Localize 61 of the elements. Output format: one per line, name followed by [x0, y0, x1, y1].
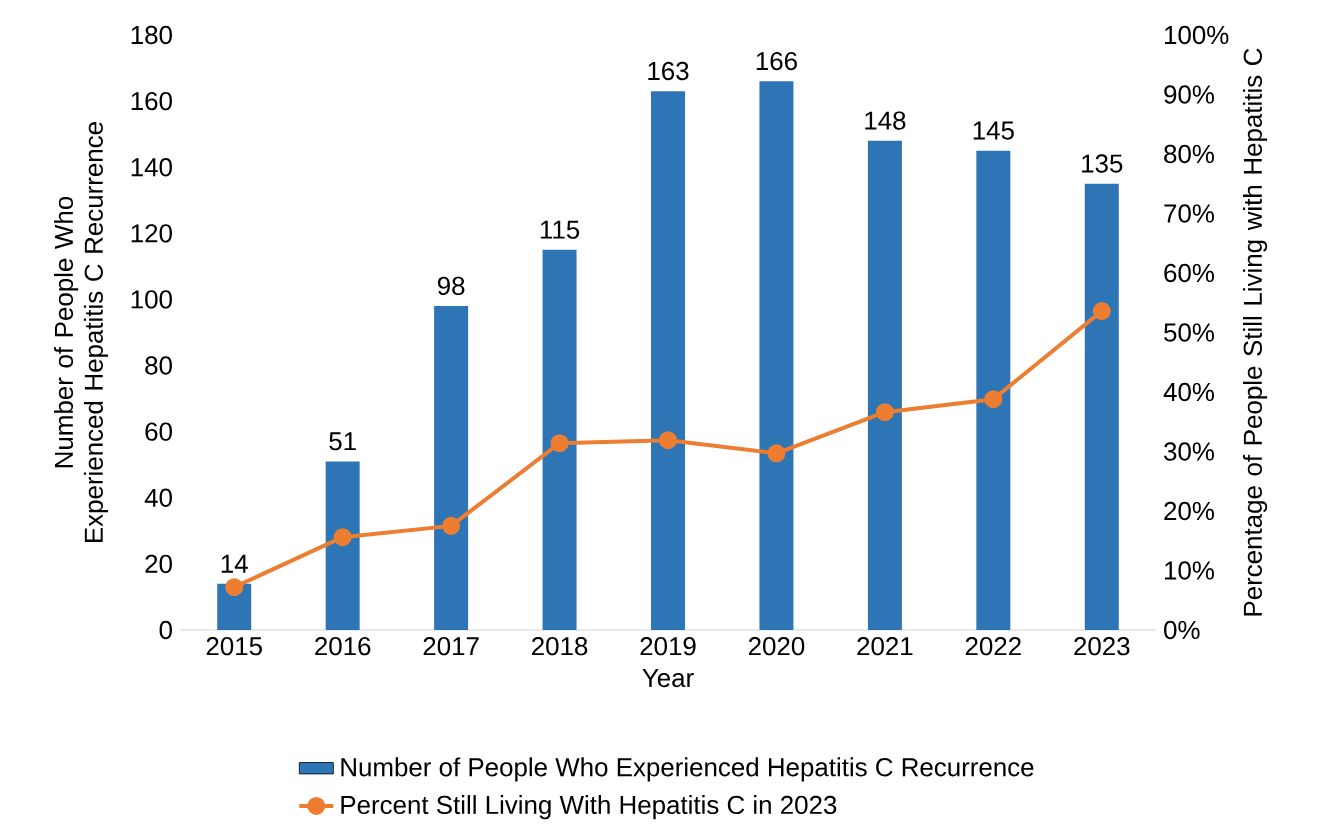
y-tick-label: 0 [159, 620, 172, 640]
x-axis-title: Year [642, 669, 694, 688]
y-tick-label: 20 [145, 554, 172, 574]
bar [976, 150, 1011, 630]
data-label: 166 [756, 51, 797, 71]
legend-label: Number of People Who Experienced Hepatitis C Recurrence [341, 757, 1034, 782]
y-tick-label: 100 [131, 290, 172, 309]
y2-tick-label: 90% [1164, 85, 1214, 104]
y-axis-title: Number of People Who Experienced Hepatitis C Recurrence [54, 122, 109, 543]
y-tick-label: 180 [131, 25, 172, 45]
y-tick-label: 40 [144, 488, 172, 507]
y2-tick-label: 60% [1164, 263, 1214, 283]
point [659, 431, 677, 450]
y-tick-label: 160 [131, 91, 172, 111]
point [1092, 302, 1111, 321]
point [767, 444, 786, 463]
y-tick-label: 120 [131, 224, 172, 243]
bar [325, 461, 360, 630]
y2-tick-label: 10% [1165, 561, 1214, 580]
y2-tick-label: 40% [1163, 382, 1214, 402]
y2-tick-label: 50% [1164, 323, 1214, 342]
x-tick-label: 2015 [206, 637, 262, 656]
bar [434, 306, 469, 630]
x-tick-label: 2020 [748, 637, 805, 656]
point [550, 434, 569, 453]
point [333, 528, 352, 547]
x-tick-label: 2016 [315, 637, 371, 656]
legend-label: Percent Still Living With Hepatitis C in 2023 [341, 795, 837, 820]
data-label: 115 [540, 220, 580, 239]
y2-tick-label: 100% [1165, 25, 1229, 45]
x-tick-label: 2023 [1074, 637, 1130, 656]
data-label: 163 [648, 61, 689, 81]
bar [1084, 183, 1119, 630]
y2-axis-title: Percentage of People Still Living with Hepatitis C [1242, 48, 1268, 616]
y2-tick-label: 20% [1164, 501, 1214, 521]
x-tick-label: 2022 [965, 637, 1021, 656]
x-tick-label: 2017 [423, 637, 479, 656]
bar [867, 140, 902, 630]
y-tick-label: 60 [145, 422, 172, 441]
y2-tick-label: 30% [1164, 442, 1214, 461]
bar [651, 91, 685, 630]
data-label: 14 [221, 554, 248, 573]
y2-tick-label: 80% [1164, 144, 1214, 164]
x-tick-label: 2021 [857, 637, 913, 656]
bar [759, 81, 794, 630]
data-label: 145 [973, 121, 1014, 140]
y-tick-label: 140 [131, 158, 172, 177]
data-label: 51 [329, 432, 356, 451]
point [984, 390, 1003, 409]
y-tick-label: 80 [145, 356, 172, 375]
bar [542, 249, 577, 630]
y2-tick-label: 0% [1164, 620, 1200, 640]
point [442, 516, 461, 535]
point [225, 578, 244, 597]
point [875, 403, 894, 422]
x-tick-label: 2019 [640, 637, 696, 656]
y2-tick-label: 70% [1164, 204, 1214, 223]
data-label: 148 [865, 111, 906, 130]
data-label: 98 [437, 276, 465, 296]
x-tick-label: 2018 [532, 637, 588, 656]
data-label: 135 [1082, 154, 1123, 173]
